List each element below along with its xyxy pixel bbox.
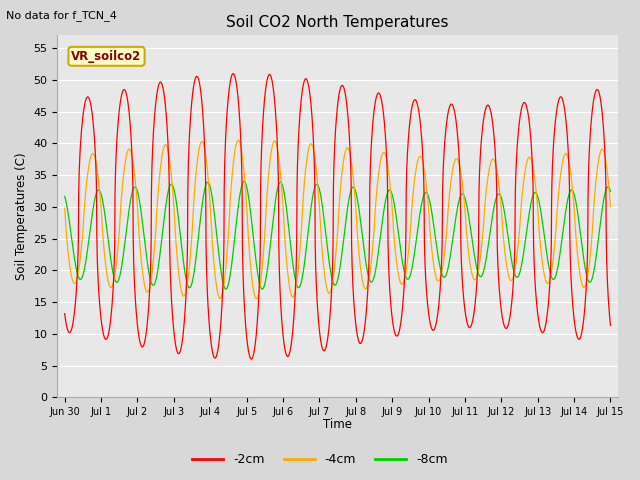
X-axis label: Time: Time bbox=[323, 419, 352, 432]
Y-axis label: Soil Temperatures (C): Soil Temperatures (C) bbox=[15, 153, 28, 280]
Text: VR_soilco2: VR_soilco2 bbox=[72, 50, 141, 63]
Title: Soil CO2 North Temperatures: Soil CO2 North Temperatures bbox=[227, 15, 449, 30]
Text: No data for f_TCN_4: No data for f_TCN_4 bbox=[6, 10, 117, 21]
Legend: -2cm, -4cm, -8cm: -2cm, -4cm, -8cm bbox=[187, 448, 453, 471]
